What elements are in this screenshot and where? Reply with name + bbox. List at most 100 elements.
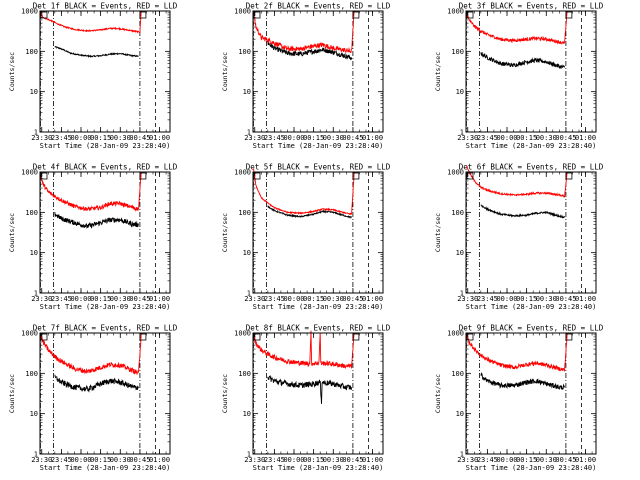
lld-series-line [39, 171, 142, 212]
x-tick-label: 00:30 [536, 295, 557, 303]
flag-marker [253, 333, 261, 341]
x-tick-label: 00:15 [303, 134, 324, 142]
x-tick-label: 00:15 [516, 295, 537, 303]
x-axis-label: Start Time (28-Jan-09 23:28:40) [40, 464, 171, 472]
detector-panel: Det 7f BLACK = Events, RED = LLD Counts/s… [8, 324, 178, 473]
y-tick-label: 100 [25, 48, 38, 56]
flag-marker [352, 11, 360, 19]
x-tick-label: 00:00 [496, 456, 517, 464]
x-tick-label: 00:00 [283, 134, 304, 142]
flag-marker [40, 172, 48, 180]
y-tick-label: 100 [238, 48, 251, 56]
x-tick-label: 00:45 [129, 295, 150, 303]
x-tick-label: 23:45 [51, 456, 72, 464]
y-axis-label: Counts/sec [434, 374, 442, 413]
y-tick-label: 1 [247, 129, 251, 137]
y-tick-label: 100 [451, 370, 464, 378]
x-tick-label: 01:00 [149, 134, 170, 142]
x-tick-label: 00:45 [129, 456, 150, 464]
x-tick-label: 00:15 [90, 134, 111, 142]
y-tick-label: 1000 [21, 169, 38, 177]
plot-frame [465, 10, 597, 133]
lld-series-line [466, 10, 568, 45]
plot-frame [39, 10, 171, 133]
x-axis-label: Start Time (28-Jan-09 23:28:40) [253, 303, 384, 311]
y-tick-label: 1 [460, 129, 464, 137]
plot-frame [465, 332, 597, 455]
x-tick-label: 00:00 [70, 295, 91, 303]
y-tick-label: 10 [243, 88, 251, 96]
y-tick-label: 1 [34, 451, 38, 459]
x-tick-label: 01:00 [362, 456, 383, 464]
x-tick-label: 00:15 [303, 456, 324, 464]
y-axis-label: Counts/sec [8, 213, 16, 252]
flag-marker [466, 172, 474, 180]
plot-frame [252, 171, 384, 294]
y-tick-label: 100 [238, 209, 251, 217]
lld-series-line [252, 168, 355, 216]
x-tick-label: 23:30 [244, 456, 265, 464]
flag-marker [352, 172, 360, 180]
x-tick-label: 23:45 [51, 295, 72, 303]
y-tick-label: 1 [247, 451, 251, 459]
panel-title: Det 8f BLACK = Events, RED = LLD [246, 324, 391, 333]
y-tick-label: 100 [451, 48, 464, 56]
y-tick-label: 10 [456, 88, 464, 96]
events-series-line [480, 204, 566, 219]
y-axis-label: Counts/sec [221, 52, 229, 91]
x-axis-label: Start Time (28-Jan-09 23:28:40) [40, 142, 171, 150]
lld-series-line [465, 165, 568, 198]
plot-frame [465, 171, 597, 294]
x-tick-label: 01:00 [362, 295, 383, 303]
x-tick-label: 00:45 [555, 456, 576, 464]
events-series-line [267, 375, 353, 404]
x-tick-label: 00:45 [555, 295, 576, 303]
events-series-line [54, 45, 139, 58]
x-tick-label: 23:45 [477, 456, 498, 464]
detector-panel: Det 9f BLACK = Events, RED = LLD Counts/s… [434, 324, 604, 473]
x-tick-label: 00:15 [516, 456, 537, 464]
x-tick-label: 00:00 [496, 134, 517, 142]
x-tick-label: 23:30 [31, 456, 52, 464]
y-tick-label: 10 [30, 88, 38, 96]
y-tick-label: 1 [34, 129, 38, 137]
y-tick-label: 10 [243, 249, 251, 257]
flag-marker [40, 11, 48, 19]
events-series-line [267, 205, 352, 219]
x-tick-label: 23:30 [244, 134, 265, 142]
lld-series-line [39, 10, 142, 34]
events-series-line [480, 52, 566, 69]
y-tick-label: 1 [460, 290, 464, 298]
y-tick-label: 1000 [234, 330, 251, 338]
y-tick-label: 10 [456, 410, 464, 418]
y-axis-label: Counts/sec [221, 374, 229, 413]
panel-title: Det 5f BLACK = Events, RED = LLD [246, 163, 391, 172]
y-tick-label: 1 [247, 290, 251, 298]
x-tick-label: 00:00 [283, 456, 304, 464]
lld-series-line [465, 332, 568, 372]
x-tick-label: 23:45 [477, 295, 498, 303]
x-tick-label: 01:00 [362, 134, 383, 142]
panel-title: Det 4f BLACK = Events, RED = LLD [33, 163, 178, 172]
x-tick-label: 00:45 [129, 134, 150, 142]
x-axis-label: Start Time (28-Jan-09 23:28:40) [466, 142, 597, 150]
panel-title: Det 1f BLACK = Events, RED = LLD [33, 2, 178, 11]
detector-panel: Det 1f BLACK = Events, RED = LLD Counts/s… [8, 2, 178, 151]
y-tick-label: 10 [30, 410, 38, 418]
flag-marker [139, 172, 147, 180]
y-axis-label: Counts/sec [434, 52, 442, 91]
y-tick-label: 100 [451, 209, 464, 217]
x-tick-label: 23:30 [457, 295, 478, 303]
flag-marker [253, 11, 261, 19]
x-tick-label: 00:00 [70, 134, 91, 142]
panel-title: Det 3f BLACK = Events, RED = LLD [459, 2, 604, 11]
flag-marker [466, 11, 474, 19]
y-axis-label: Counts/sec [434, 213, 442, 252]
x-tick-label: 23:30 [457, 456, 478, 464]
y-tick-label: 1000 [234, 8, 251, 16]
flag-marker [139, 11, 147, 19]
flag-marker [139, 333, 147, 341]
x-axis-label: Start Time (28-Jan-09 23:28:40) [253, 464, 384, 472]
y-tick-label: 10 [456, 249, 464, 257]
